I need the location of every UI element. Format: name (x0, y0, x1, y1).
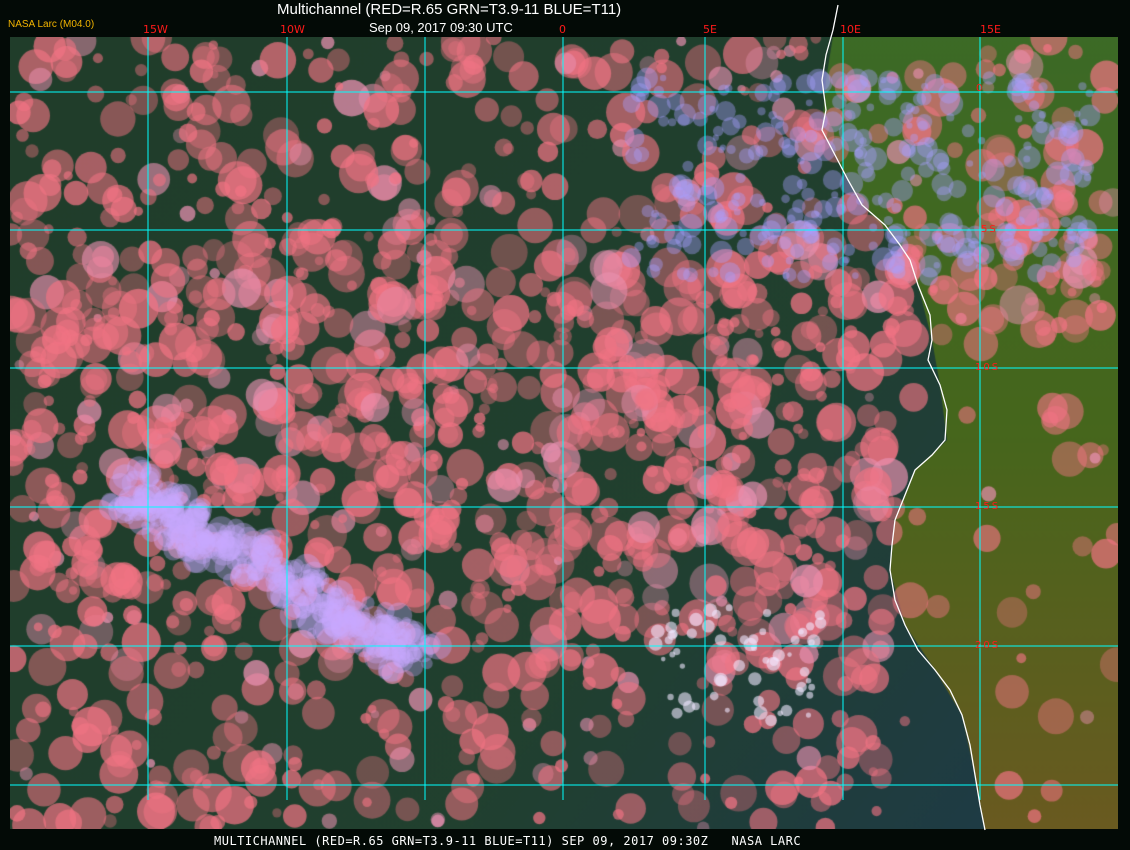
image-datetime: Sep 09, 2017 09:30 UTC (369, 20, 513, 35)
lat-label-10s: 10S (975, 362, 1001, 373)
image-title: Multichannel (RED=R.65 GRN=T3.9-11 BLUE=… (277, 1, 622, 18)
coastline (821, 4, 986, 831)
lon-label-10w: 10W (280, 23, 305, 36)
lat-label-15s: 15S (975, 501, 1001, 512)
lat-label-5s: 5S (981, 224, 998, 235)
graticule (10, 37, 1118, 800)
lon-label-15w: 15W (143, 23, 168, 36)
satellite-imagery (10, 37, 1118, 829)
lat-label-0: 0 (976, 83, 985, 94)
footer-caption: MULTICHANNEL (RED=R.65 GRN=T3.9-11 BLUE=… (214, 834, 802, 848)
lon-label-5e: 5E (703, 23, 717, 36)
lon-label-15e: 15E (980, 23, 1001, 36)
lon-label-10e: 10E (840, 23, 861, 36)
org-label: NASA Larc (M04.0) (8, 19, 95, 30)
lon-label-0: 0 (559, 23, 566, 36)
lat-label-20s: 20S (975, 640, 1001, 651)
